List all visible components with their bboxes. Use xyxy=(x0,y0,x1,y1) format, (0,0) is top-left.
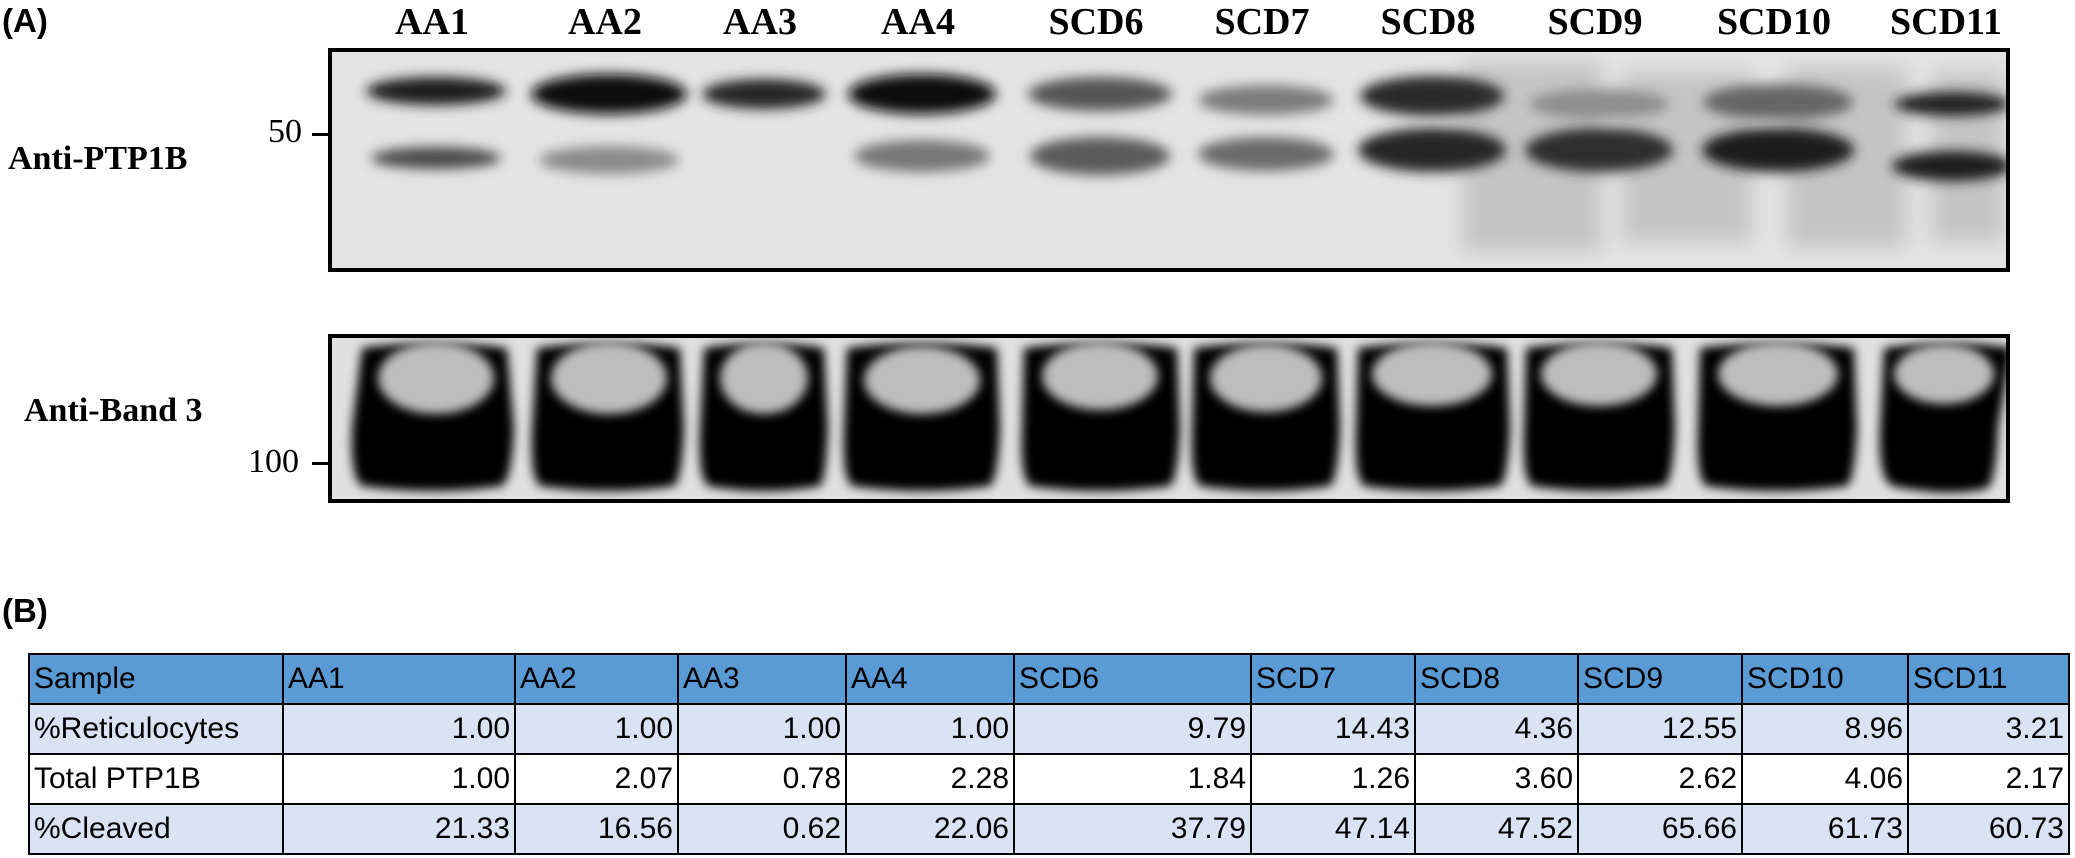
table-cell: 1.00 xyxy=(514,703,679,755)
table-header-cell: SCD6 xyxy=(1013,653,1252,705)
marker-50: 50 xyxy=(268,113,302,150)
lane-label-scd10: SCD10 xyxy=(1716,1,1832,43)
table-row-label: Total PTP1B xyxy=(28,753,284,805)
table-row: Total PTP1B 1.00 2.07 0.78 2.28 1.84 1.2… xyxy=(28,753,2070,805)
table-cell: 4.36 xyxy=(1414,703,1579,755)
table-cell: 8.96 xyxy=(1741,703,1909,755)
data-table: Sample AA1 AA2 AA3 AA4 SCD6 SCD7 SCD8 SC… xyxy=(28,653,2070,855)
lane-label-aa2: AA2 xyxy=(568,1,642,43)
lane-label-aa1: AA1 xyxy=(395,1,469,43)
table-header-cell: SCD9 xyxy=(1577,653,1743,705)
blot-ptp1b xyxy=(328,48,2010,272)
table-cell: 1.00 xyxy=(845,703,1015,755)
lane-label-scd11: SCD11 xyxy=(1890,1,2002,43)
table-cell: 47.52 xyxy=(1414,803,1579,855)
table-cell: 61.73 xyxy=(1741,803,1909,855)
lane-label-scd9: SCD9 xyxy=(1547,1,1643,43)
table-cell: 3.60 xyxy=(1414,753,1579,805)
table-header-cell: AA3 xyxy=(677,653,847,705)
table-cell: 0.78 xyxy=(677,753,847,805)
panel-b-label: (B) xyxy=(2,592,48,629)
table-cell: 2.07 xyxy=(514,753,679,805)
blot-band3-image xyxy=(332,338,2006,499)
table-cell: 1.00 xyxy=(282,753,516,805)
table-header-cell: SCD10 xyxy=(1741,653,1909,705)
table-cell: 47.14 xyxy=(1250,803,1416,855)
blot-band3 xyxy=(328,334,2010,503)
table-cell: 65.66 xyxy=(1577,803,1743,855)
table-header-cell: SCD8 xyxy=(1414,653,1579,705)
table-cell: 2.17 xyxy=(1907,753,2070,805)
panel-a-label: (A) xyxy=(2,2,48,39)
blot-ptp1b-image xyxy=(332,52,2006,268)
table-cell: 3.21 xyxy=(1907,703,2070,755)
table-cell: 21.33 xyxy=(282,803,516,855)
marker-100: 100 xyxy=(248,443,299,480)
table-row-label: %Cleaved xyxy=(28,803,284,855)
table-cell: 4.06 xyxy=(1741,753,1909,805)
lane-label-scd8: SCD8 xyxy=(1380,1,1476,43)
data-table-wrapper: Sample AA1 AA2 AA3 AA4 SCD6 SCD7 SCD8 SC… xyxy=(28,653,2070,855)
table-cell: 9.79 xyxy=(1013,703,1252,755)
lane-label-aa4: AA4 xyxy=(881,1,955,43)
table-header-row: Sample AA1 AA2 AA3 AA4 SCD6 SCD7 SCD8 SC… xyxy=(28,653,2070,705)
table-cell: 1.26 xyxy=(1250,753,1416,805)
table-cell: 0.62 xyxy=(677,803,847,855)
row-label-ptp1b: Anti-PTP1B xyxy=(8,140,188,177)
table-header-cell: AA4 xyxy=(845,653,1015,705)
table-header-cell: Sample xyxy=(28,653,284,705)
lane-label-scd7: SCD7 xyxy=(1214,1,1310,43)
lane-label-aa3: AA3 xyxy=(723,1,797,43)
table-cell: 1.00 xyxy=(677,703,847,755)
table-cell: 14.43 xyxy=(1250,703,1416,755)
table-cell: 12.55 xyxy=(1577,703,1743,755)
table-header-cell: SCD11 xyxy=(1907,653,2070,705)
table-row: %Cleaved 21.33 16.56 0.62 22.06 37.79 47… xyxy=(28,803,2070,855)
table-cell: 22.06 xyxy=(845,803,1015,855)
table-row-label: %Reticulocytes xyxy=(28,703,284,755)
lane-label-scd6: SCD6 xyxy=(1048,1,1144,43)
table-cell: 37.79 xyxy=(1013,803,1252,855)
table-header-cell: AA1 xyxy=(282,653,516,705)
marker-100-tick xyxy=(312,462,330,465)
table-cell: 16.56 xyxy=(514,803,679,855)
marker-50-tick xyxy=(312,133,330,136)
table-header-cell: AA2 xyxy=(514,653,679,705)
table-cell: 1.84 xyxy=(1013,753,1252,805)
table-cell: 1.00 xyxy=(282,703,516,755)
table-row: %Reticulocytes 1.00 1.00 1.00 1.00 9.79 … xyxy=(28,703,2070,755)
row-label-band3: Anti-Band 3 xyxy=(24,392,203,429)
table-header-cell: SCD7 xyxy=(1250,653,1416,705)
table-cell: 60.73 xyxy=(1907,803,2070,855)
table-cell: 2.28 xyxy=(845,753,1015,805)
table-cell: 2.62 xyxy=(1577,753,1743,805)
